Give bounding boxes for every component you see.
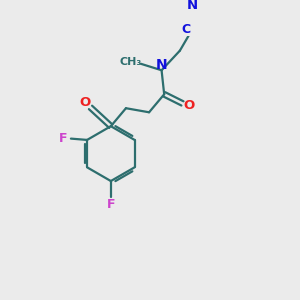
Text: N: N xyxy=(186,0,197,12)
Text: F: F xyxy=(106,197,115,211)
Text: N: N xyxy=(156,58,167,71)
Text: O: O xyxy=(183,99,195,112)
Text: CH₃: CH₃ xyxy=(120,57,142,67)
Text: O: O xyxy=(79,96,90,109)
Text: C: C xyxy=(182,23,191,36)
Text: F: F xyxy=(59,132,68,145)
